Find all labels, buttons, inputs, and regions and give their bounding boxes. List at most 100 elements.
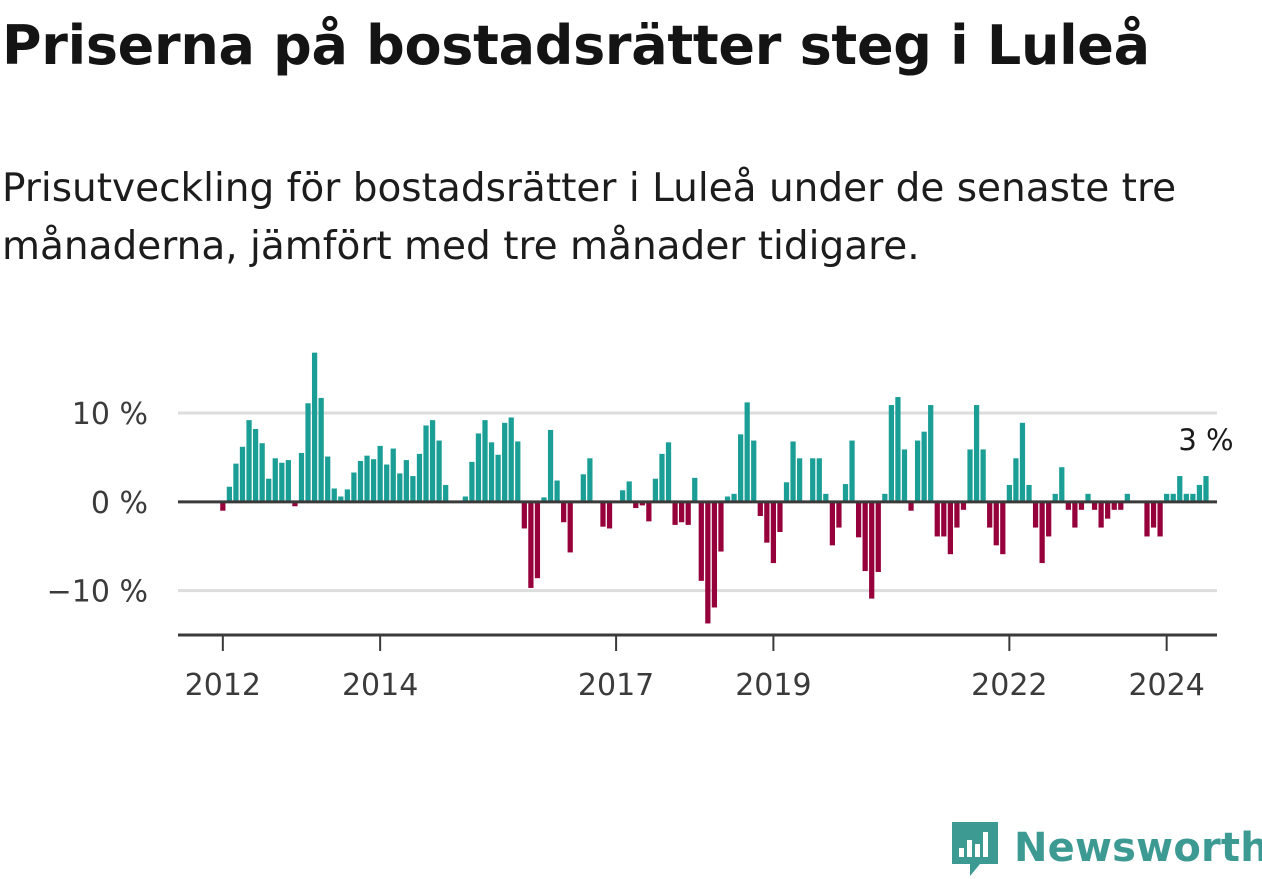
bar <box>679 501 685 523</box>
bar <box>311 352 318 502</box>
newsworthy-brand: Newsworthy <box>950 818 1262 878</box>
bar <box>757 501 763 517</box>
bar <box>495 454 501 502</box>
bar <box>272 458 278 502</box>
newsworthy-logo-icon <box>952 822 998 876</box>
bar <box>351 472 357 502</box>
bar <box>305 403 311 502</box>
bar <box>993 501 999 546</box>
bar <box>1065 501 1071 510</box>
bar <box>914 440 921 502</box>
bar <box>554 480 560 502</box>
bar <box>744 402 750 502</box>
bar <box>475 433 482 502</box>
bar <box>823 493 829 502</box>
bar <box>528 501 534 588</box>
bar <box>738 434 744 502</box>
bar <box>862 501 868 572</box>
bar <box>443 484 449 502</box>
bar <box>711 501 718 608</box>
bar <box>1006 484 1012 502</box>
bar <box>888 405 894 502</box>
bar <box>1157 501 1163 537</box>
bar <box>698 501 704 581</box>
bar <box>220 501 226 511</box>
x-tick-label: 2019 <box>735 668 811 703</box>
bar <box>908 501 914 511</box>
bar <box>521 501 527 529</box>
bar <box>233 463 239 502</box>
bar <box>416 453 423 502</box>
bar <box>797 458 803 502</box>
chart-subtitle: Prisutveckling för bostadsrätter i Luleå… <box>2 166 1177 269</box>
brand-name: Newsworthy <box>1014 825 1262 871</box>
bar <box>770 501 777 564</box>
bar <box>259 443 265 502</box>
bar <box>718 501 724 552</box>
bar <box>1046 501 1052 537</box>
bar <box>1000 501 1006 555</box>
bar <box>692 477 698 502</box>
bar <box>436 440 442 502</box>
bar <box>620 490 626 502</box>
bar <box>325 456 331 502</box>
page-title: Priserna på bostadsrätter steg i Luleå <box>2 14 1150 77</box>
bar <box>967 449 973 502</box>
bar <box>705 501 711 624</box>
bar <box>987 501 993 528</box>
bar <box>534 501 541 579</box>
bar <box>869 501 875 599</box>
bar <box>783 482 790 502</box>
bar <box>731 493 737 502</box>
y-tick-label: −10 % <box>47 575 148 610</box>
bar <box>1019 422 1026 502</box>
bar <box>285 460 291 502</box>
bar <box>239 446 246 502</box>
bar <box>1118 501 1124 510</box>
bar <box>502 422 508 502</box>
bar <box>1164 493 1170 502</box>
bar <box>665 442 672 502</box>
bar <box>318 397 324 502</box>
bar <box>633 501 639 509</box>
bar <box>934 501 940 537</box>
bar <box>1177 476 1183 502</box>
bar <box>1144 501 1150 537</box>
bar <box>469 461 475 502</box>
bar <box>1196 484 1203 502</box>
gridlines <box>178 411 1217 593</box>
bar <box>587 458 593 502</box>
x-tick-label: 2017 <box>578 668 654 703</box>
tick-labels: 10 % 0 % −10 % 2012 2014 2017 2019 2022 2024 3 % <box>47 397 1234 703</box>
x-tick-label: 2024 <box>1128 668 1204 703</box>
bars <box>220 352 1209 624</box>
bar <box>764 501 770 543</box>
bar <box>882 493 888 502</box>
bar <box>403 460 409 502</box>
bar <box>580 474 586 502</box>
bar <box>338 496 344 502</box>
bar <box>547 429 554 502</box>
bar <box>1032 501 1039 528</box>
bar <box>364 455 370 502</box>
bar <box>377 445 383 502</box>
bar <box>1052 493 1058 502</box>
bar <box>980 449 986 502</box>
x-tick-label: 2014 <box>342 668 418 703</box>
bar <box>659 453 665 502</box>
bar <box>836 501 842 528</box>
bar <box>751 440 757 502</box>
bar <box>1072 501 1078 528</box>
bar <box>370 459 377 502</box>
bar <box>875 501 881 572</box>
bar <box>901 449 908 502</box>
bar <box>226 486 232 502</box>
bar <box>508 417 514 502</box>
bar <box>855 501 862 538</box>
bar <box>1026 484 1032 502</box>
bar <box>429 420 436 502</box>
bar <box>279 462 285 502</box>
end-value-label: 3 % <box>1178 423 1233 457</box>
bar <box>397 473 403 502</box>
